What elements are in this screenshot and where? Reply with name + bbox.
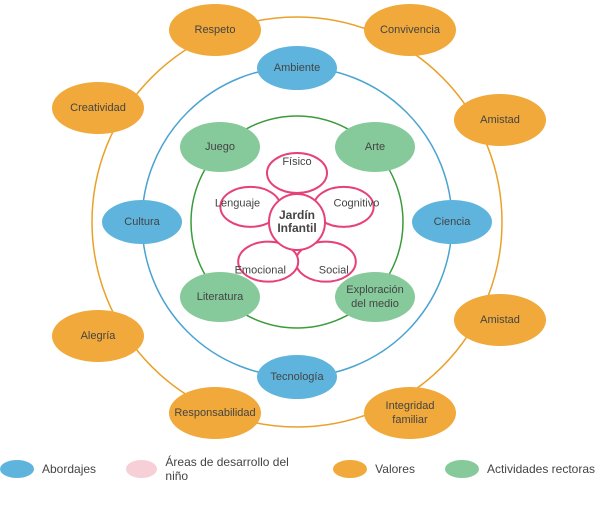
activity-label-1: Arte: [365, 141, 385, 153]
dev-area-label-2: Social: [319, 264, 349, 276]
value-label-3: Amistad: [480, 314, 520, 326]
value-label-7: Creatividad: [70, 102, 126, 114]
legend-label-2: Valores: [375, 462, 415, 476]
value-label-2: Amistad: [480, 114, 520, 126]
value-label-4a: Integridad: [386, 400, 435, 412]
activity-label-2a: Exploración: [346, 284, 403, 296]
legend-label-1: Áreas de desarrollo del niño: [165, 455, 303, 483]
legend-item-0: Abordajes: [0, 460, 96, 478]
legend-swatch-2: [333, 460, 367, 478]
value-label-0: Respeto: [195, 24, 236, 36]
value-label-4b: familiar: [392, 414, 428, 426]
dev-area-label-4: Lenguaje: [215, 197, 260, 209]
activity-label-0: Juego: [205, 141, 235, 153]
dev-area-label-0: Físico: [282, 156, 311, 168]
activity-label-2b: del medio: [351, 298, 399, 310]
approach-label-3: Cultura: [124, 216, 160, 228]
value-label-5: Responsabilidad: [174, 407, 255, 419]
value-label-1: Convivencia: [380, 24, 441, 36]
approach-label-0: Ambiente: [274, 62, 320, 74]
dev-area-label-1: Cognitivo: [334, 197, 380, 209]
dev-area-label-3: Emocional: [235, 264, 286, 276]
activity-label-3: Literatura: [197, 291, 244, 303]
legend-swatch-0: [0, 460, 34, 478]
concentric-diagram: Físico Cognitivo Social Emocional Lenguaje Ja…: [0, 0, 595, 445]
legend-item-2: Valores: [333, 460, 415, 478]
center-label-1: Infantil: [277, 221, 316, 235]
approach-label-1: Ciencia: [434, 216, 472, 228]
legend: Abordajes Áreas de desarrollo del niño Val…: [0, 445, 595, 483]
center-label-0: Jardín: [279, 208, 315, 222]
value-label-6: Alegría: [81, 330, 117, 342]
legend-label-3: Actividades rectoras: [487, 462, 595, 476]
legend-swatch-1: [126, 460, 157, 478]
legend-swatch-3: [445, 460, 479, 478]
legend-item-1: Áreas de desarrollo del niño: [126, 455, 303, 483]
legend-label-0: Abordajes: [42, 462, 96, 476]
legend-item-3: Actividades rectoras: [445, 460, 595, 478]
approach-label-2: Tecnología: [270, 371, 324, 383]
